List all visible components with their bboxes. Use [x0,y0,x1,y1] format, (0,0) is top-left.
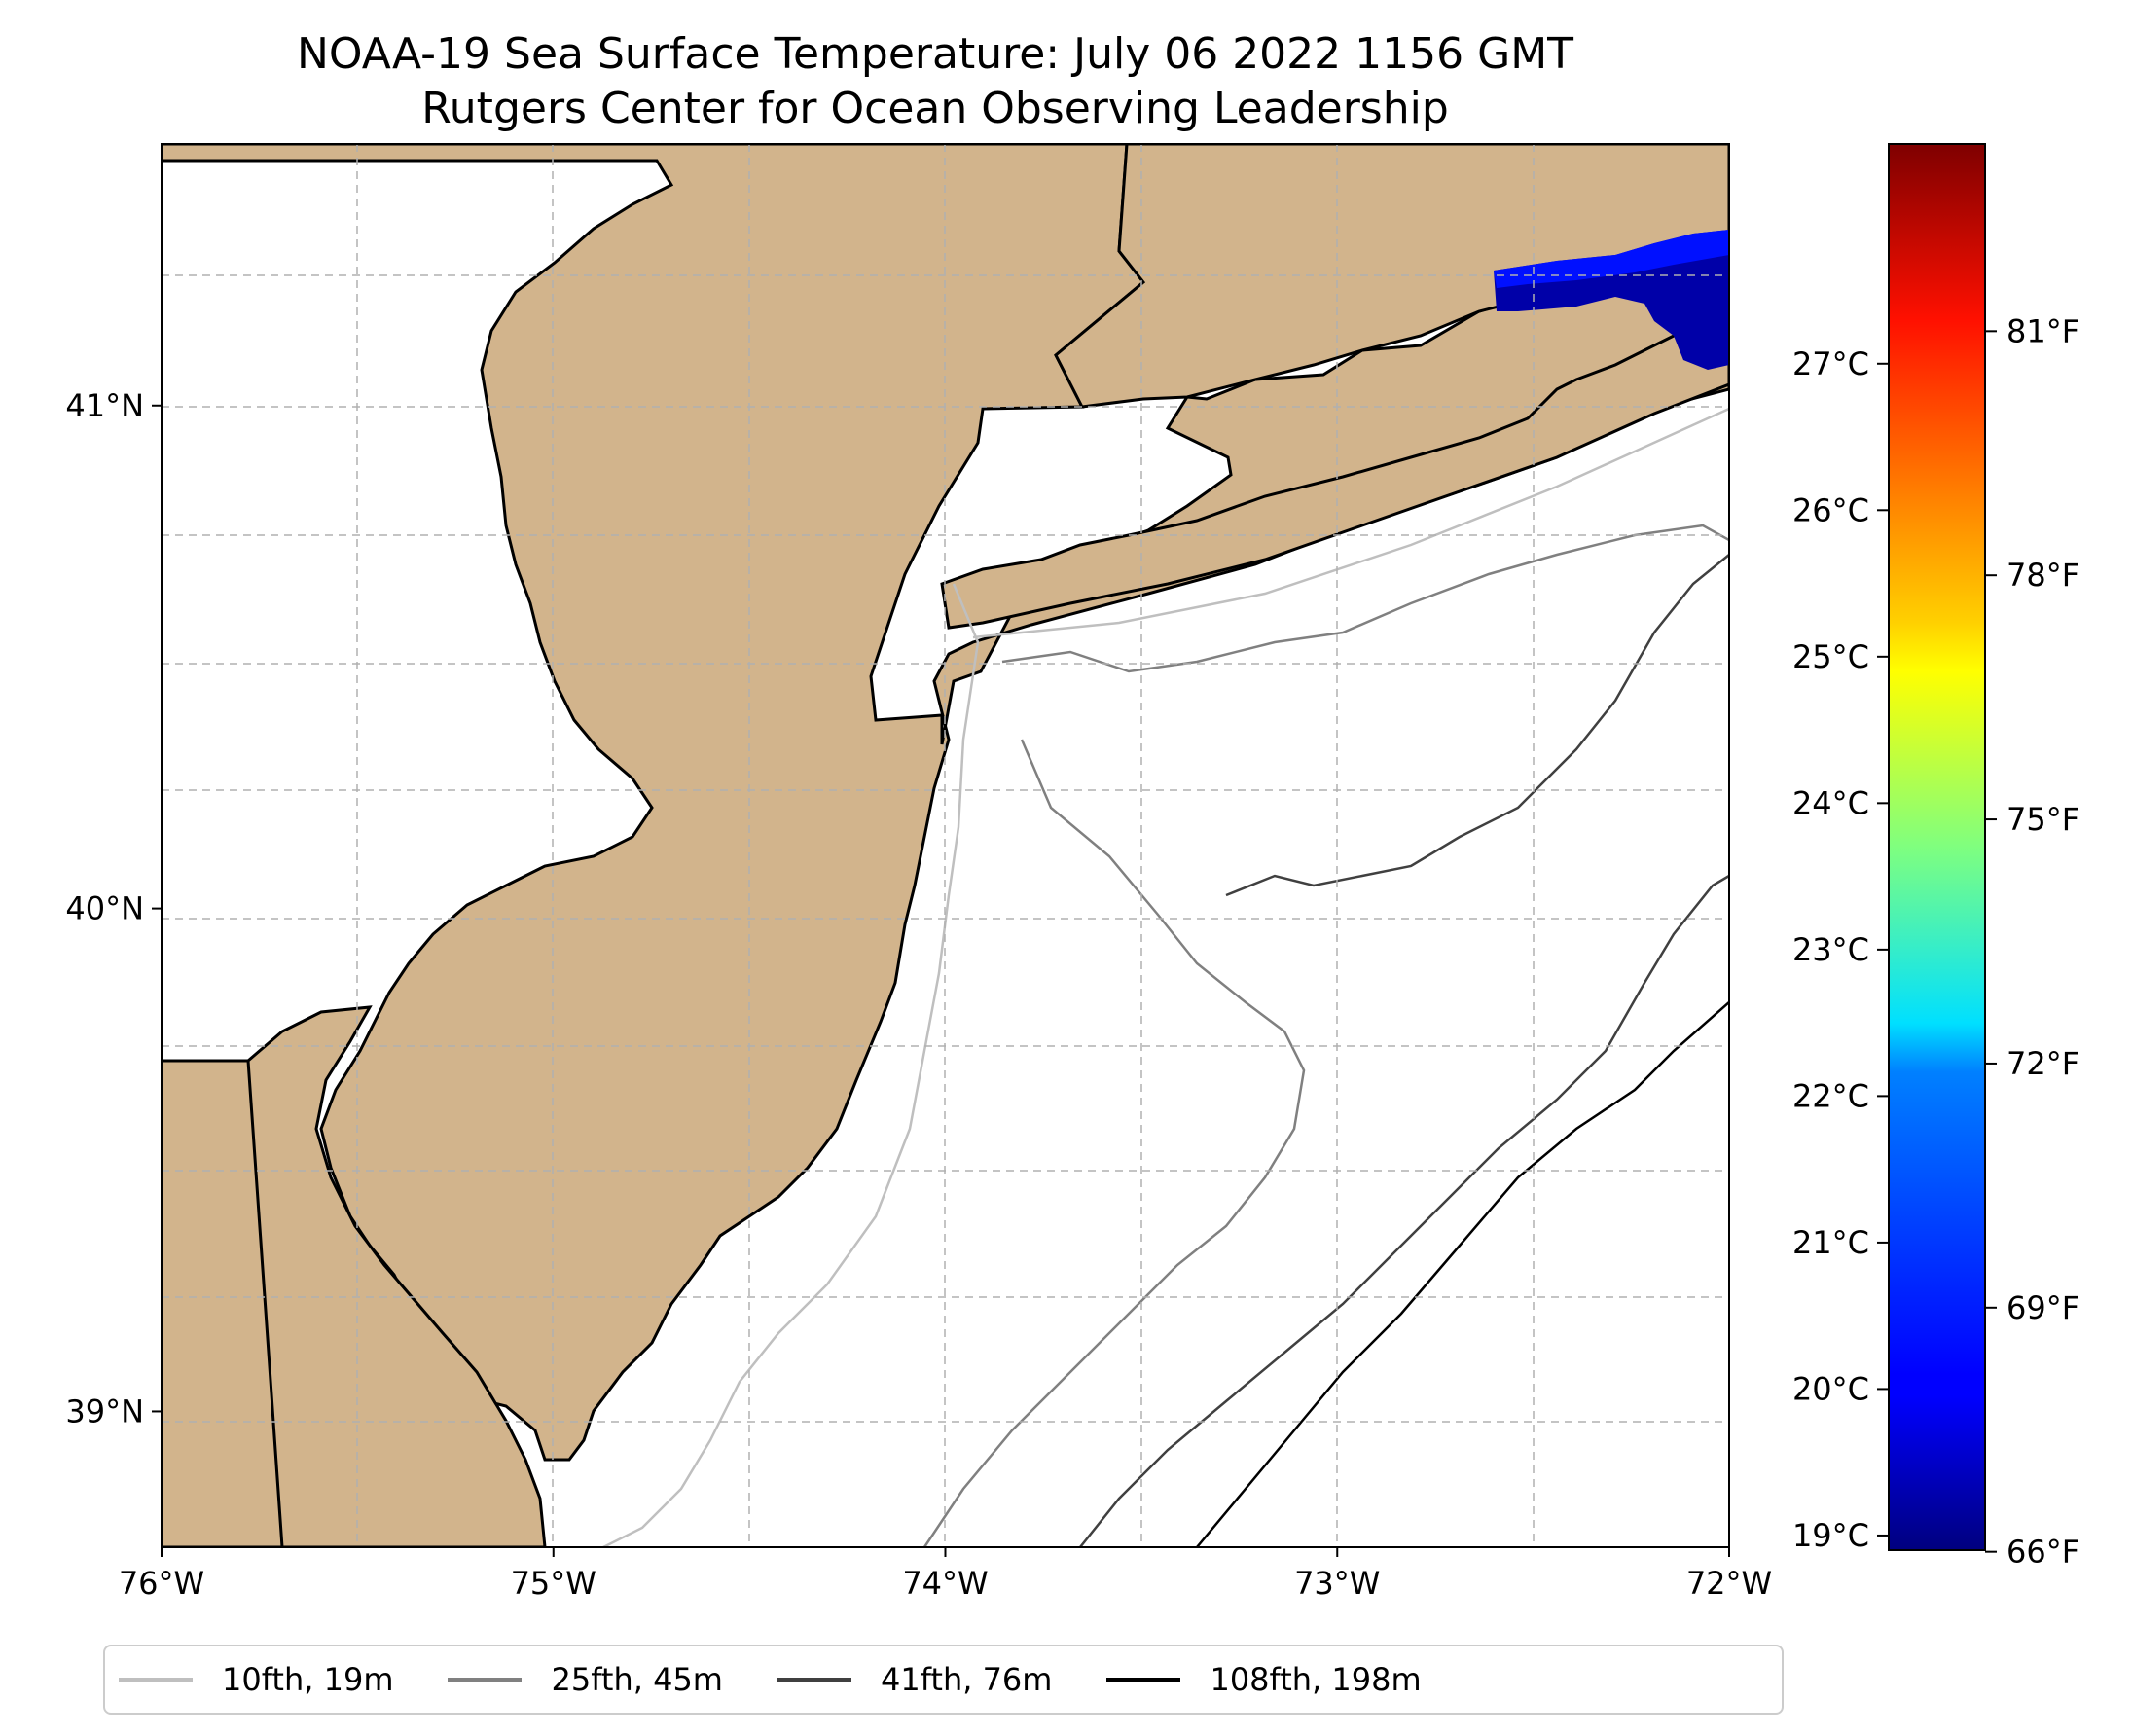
lon-axis: 76°W 75°W 74°W 73°W 72°W [119,1547,1772,1602]
lon-tick-label: 74°W [902,1565,988,1602]
fahrenheit-tick-label: 81°F [2006,312,2079,349]
lon-tick-label: 72°W [1686,1565,1772,1602]
lat-tick-label: 41°N [65,387,144,424]
colorbar-celsius-axis: 19°C 20°C 21°C 22°C 23°C 24°C 25°C 26°C 27°C [1792,345,1889,1554]
gridlines [162,144,1729,1547]
contour-10fth [602,407,1729,1547]
legend-label: 10fth, 19m [222,1661,394,1698]
celsius-tick-label: 27°C [1792,345,1869,382]
map-figure: 76°W 75°W 74°W 73°W 72°W 39°N 40°N 41°N 19°C 20… [65,143,2079,1602]
legend-item: 25fth, 45m [448,1661,723,1698]
title-line-1: NOAA-19 Sea Surface Temperature: July 06… [296,29,1574,79]
fahrenheit-tick-label: 69°F [2006,1289,2079,1326]
fahrenheit-tick-label: 78°F [2006,557,2079,594]
legend-label: 41fth, 76m [880,1661,1053,1698]
celsius-tick-label: 26°C [1792,491,1869,528]
celsius-tick-label: 24°C [1792,784,1869,821]
colorbar [1888,143,1986,1551]
contour-108fth [1196,1001,1729,1547]
legend-item: 10fth, 19m [119,1661,393,1698]
legend-line-swatch [448,1678,523,1682]
legend-line-swatch [777,1678,851,1682]
fahrenheit-tick-label: 66°F [2006,1534,2079,1571]
celsius-tick-label: 25°C [1792,638,1869,675]
colorbar-fahrenheit-axis: 66°F 69°F 72°F 75°F 78°F 81°F [1985,312,2079,1571]
fahrenheit-tick-label: 72°F [2006,1045,2079,1082]
lat-axis: 39°N 40°N 41°N [65,387,162,1429]
celsius-tick-label: 21°C [1792,1224,1869,1261]
celsius-tick-label: 22°C [1792,1077,1869,1114]
lat-tick-label: 40°N [65,890,144,927]
fahrenheit-tick-label: 75°F [2006,801,2079,838]
celsius-tick-label: 20°C [1792,1370,1869,1407]
lon-tick-label: 76°W [119,1565,204,1602]
legend-label: 25fth, 45m [551,1661,723,1698]
title-line-2: Rutgers Center for Ocean Observing Leade… [421,84,1449,133]
legend-line-swatch [1106,1678,1181,1682]
land-long-island [940,309,1729,630]
map-title: NOAA-19 Sea Surface Temperature: July 06… [0,27,1870,136]
contour-41fth [1079,554,1729,1547]
legend-line-swatch [119,1678,193,1682]
legend-item: 108fth, 198m [1106,1661,1422,1698]
contour-25fth [922,524,1729,1547]
lat-tick-label: 39°N [65,1392,144,1429]
land-delmarva-left [162,1059,284,1547]
sst-patch-edge [1494,230,1729,288]
celsius-tick-label: 23°C [1792,931,1869,968]
lon-tick-label: 75°W [511,1565,596,1602]
depth-legend: 10fth, 19m 25fth, 45m 41fth, 76m 108fth, 19… [103,1645,1784,1715]
lon-tick-label: 73°W [1294,1565,1380,1602]
celsius-tick-label: 19°C [1792,1517,1869,1554]
legend-item: 41fth, 76m [777,1661,1052,1698]
legend-label: 108fth, 198m [1210,1661,1422,1698]
